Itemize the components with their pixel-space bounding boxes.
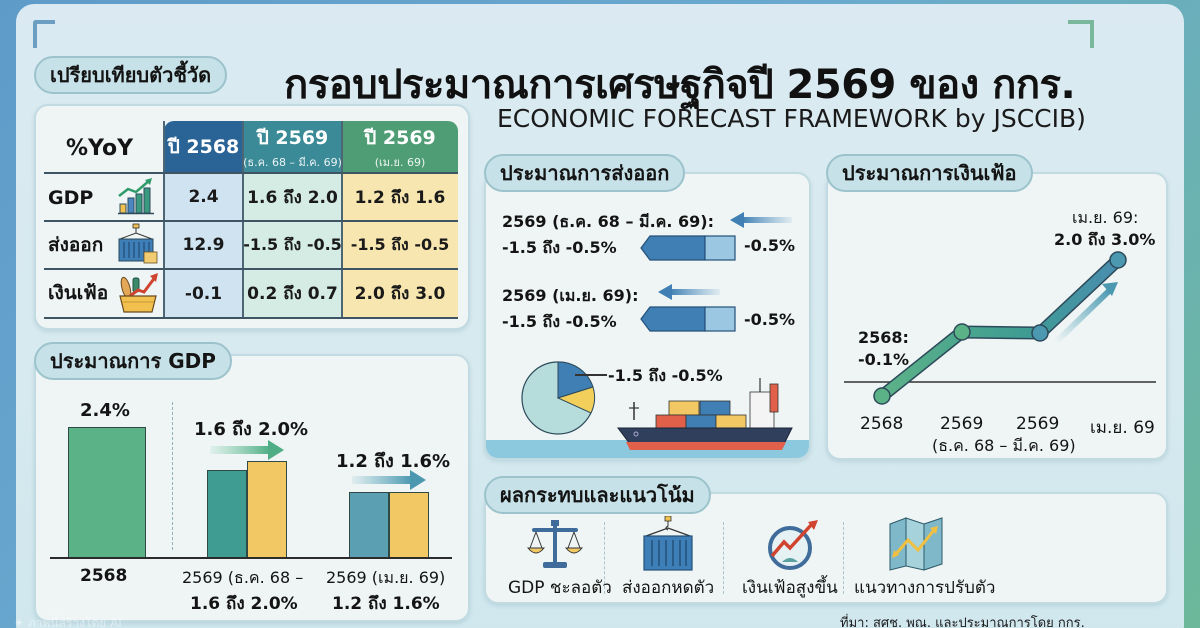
cell-inflation-2568: -0.1 xyxy=(184,283,223,304)
impact-label-gdp: GDP ชะลอตัว xyxy=(508,578,612,598)
inflation-line xyxy=(844,251,1156,405)
row-divider xyxy=(44,172,458,174)
row-label-inflation: เงินเฟ้อ xyxy=(48,282,109,304)
bar-2569-apr-high xyxy=(389,492,429,558)
end-annotation-line1: เม.ย. 69: xyxy=(1072,208,1139,227)
dashed-separator xyxy=(172,402,173,550)
export-range-bar xyxy=(640,235,736,261)
column-body-2569-apr xyxy=(342,173,458,318)
x-label-2569-dec-mar: 2569 (ธ.ค. 68 – xyxy=(182,568,304,587)
page-title: กรอบประมาณการเศรษฐกิจปี 2569 ของ กกร. xyxy=(284,62,1076,108)
x-label-2568: 2568 xyxy=(80,566,128,586)
cargo-ship-icon xyxy=(617,378,793,450)
row-divider xyxy=(44,220,458,222)
row-divider xyxy=(44,317,458,319)
inflation-up-arrow-icon xyxy=(768,520,818,570)
bar-2569-dec-mar-low xyxy=(207,470,247,558)
exports-range-2: -1.5 ถึง -0.5% xyxy=(502,312,617,331)
trend-arrow-icon xyxy=(352,470,426,490)
row-divider xyxy=(44,268,458,270)
x-sublabel-dec-mar: (ธ.ค. 68 – มี.ค. 69) xyxy=(932,436,1076,455)
impact-divider xyxy=(604,522,605,594)
impact-pill: ผลกระทบและแนวโน้ม xyxy=(484,476,711,514)
growth-chart-icon xyxy=(118,178,154,215)
strategy-map-icon xyxy=(889,517,943,571)
cell-gdp-2569-dec-mar: 1.6 ถึง 2.0 xyxy=(247,187,338,208)
corner-bracket-decoration xyxy=(33,20,55,48)
x-label-2568: 2568 xyxy=(860,414,904,434)
impact-label-exports: ส่งออกหดตัว xyxy=(622,578,715,598)
start-annotation-line1: 2568: xyxy=(858,328,909,347)
column-header-2568: ปี 2568 xyxy=(164,121,243,173)
shipping-container-icon xyxy=(643,516,693,571)
x-axis-line xyxy=(50,557,452,559)
column-divider xyxy=(163,121,165,318)
bar-2569-apr-low xyxy=(349,492,389,558)
impact-label-inflation: เงินเฟ้อสูงขึ้น xyxy=(742,578,838,598)
exports-period-2: 2569 (เม.ย. 69): xyxy=(502,286,639,305)
gdp-pill: ประมาณการ GDP xyxy=(34,342,232,380)
x-label-2569-b: 2569 xyxy=(1016,414,1060,434)
source-note: ที่มา: สศช. พณ. และประมาณการโดย กกร. xyxy=(840,616,1085,628)
impact-divider xyxy=(843,522,844,594)
bar-2568 xyxy=(68,427,146,558)
cell-exports-2569-apr: -1.5 ถึง -0.5 xyxy=(350,234,450,254)
page-subtitle: ECONOMIC FORECAST FRAMEWORK by JSCCIB) xyxy=(497,104,1086,133)
trend-arrow-icon xyxy=(210,440,284,460)
bar-value-2568: 2.4% xyxy=(80,400,130,421)
bar-value-2569-apr: 1.2 ถึง 1.6% xyxy=(336,451,451,472)
exports-period-1: 2569 (ธ.ค. 68 – มี.ค. 69): xyxy=(502,212,714,231)
exports-end-label-2: -0.5% xyxy=(744,310,796,329)
x-sublabel-2569-dec-mar: 1.6 ถึง 2.0% xyxy=(190,594,298,614)
cell-inflation-2569-dec-mar: 0.2 ถึง 0.7 xyxy=(247,284,338,304)
bar-value-2569-dec-mar: 1.6 ถึง 2.0% xyxy=(194,419,309,440)
column-header-2569-apr: ปี 2569 (เม.ย. 69) xyxy=(342,121,458,173)
cell-exports-2569-dec-mar: -1.5 ถึง -0.5 xyxy=(243,234,342,254)
comparison-pill: เปรียบเทียบตัวชี้วัด xyxy=(34,56,228,94)
row-label-exports: ส่งออก xyxy=(48,234,104,256)
cell-gdp-2568: 2.4 xyxy=(188,187,219,207)
column-divider xyxy=(341,121,343,318)
column-header-2569-dec-mar: ปี 2569 (ธ.ค. 68 – มี.ค. 69) xyxy=(243,121,342,173)
x-label-2569-apr: 2569 (เม.ย. 69) xyxy=(326,568,446,587)
exports-pill: ประมาณการส่งออก xyxy=(484,154,686,192)
x-label-apr-69: เม.ย. 69 xyxy=(1090,418,1155,438)
pie-leader-line xyxy=(575,374,607,376)
cell-inflation-2569-apr: 2.0 ถึง 3.0 xyxy=(354,284,446,304)
pie-label: -1.5 ถึง -0.5% xyxy=(608,366,723,385)
cell-exports-2568: 12.9 xyxy=(182,235,225,255)
row-label-gdp: GDP xyxy=(48,187,94,209)
bar-2569-dec-mar-high xyxy=(247,461,287,558)
left-arrow-icon xyxy=(730,212,792,228)
x-label-2569-a: 2569 xyxy=(940,414,984,434)
balance-scale-icon xyxy=(526,520,584,568)
exports-pie-chart xyxy=(521,361,596,435)
ai-watermark: ✦ ภาพนี้สร้างโดย AI xyxy=(14,616,122,628)
grocery-basket-icon xyxy=(119,273,158,313)
export-range-bar xyxy=(640,306,736,332)
impact-label-strategy: แนวทางการปรับตัว xyxy=(854,578,996,598)
column-body-2569-dec-mar xyxy=(243,173,342,318)
exports-range-1: -1.5 ถึง -0.5% xyxy=(502,238,617,257)
left-arrow-icon xyxy=(658,284,720,300)
start-annotation-line2: -0.1% xyxy=(858,350,910,369)
exports-end-label-1: -0.5% xyxy=(744,236,796,255)
corner-bracket-decoration xyxy=(1068,20,1094,48)
end-annotation-line2: 2.0 ถึง 3.0% xyxy=(1054,230,1156,249)
yoy-corner-label: %YoY xyxy=(66,135,133,161)
column-divider xyxy=(242,121,244,318)
cell-gdp-2569-apr: 1.2 ถึง 1.6 xyxy=(354,187,446,208)
inflation-panel xyxy=(826,172,1168,460)
column-body-2568 xyxy=(164,173,243,318)
cargo-container-icon xyxy=(118,223,158,264)
inflation-pill: ประมาณการเงินเฟ้อ xyxy=(826,154,1033,192)
impact-divider xyxy=(723,522,724,594)
x-sublabel-2569-apr: 1.2 ถึง 1.6% xyxy=(332,594,440,614)
